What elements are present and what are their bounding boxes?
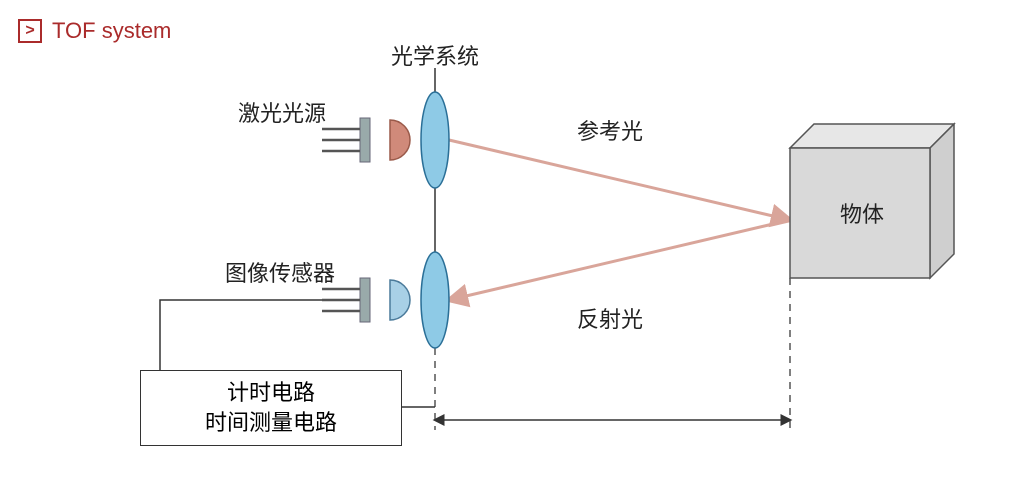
label-optical-system: 光学系统 xyxy=(391,39,479,71)
label-image-sensor: 图像传感器 xyxy=(225,256,335,288)
label-reflected-light: 反射光 xyxy=(577,302,643,334)
timing-line1: 计时电路 xyxy=(227,378,315,408)
label-reference-light: 参考光 xyxy=(577,114,643,146)
label-laser-source: 激光光源 xyxy=(238,96,326,128)
timing-circuit-box: 计时电路 时间测量电路 xyxy=(140,370,402,446)
label-object: 物体 xyxy=(840,197,884,229)
timing-line2: 时间测量电路 xyxy=(205,408,337,438)
